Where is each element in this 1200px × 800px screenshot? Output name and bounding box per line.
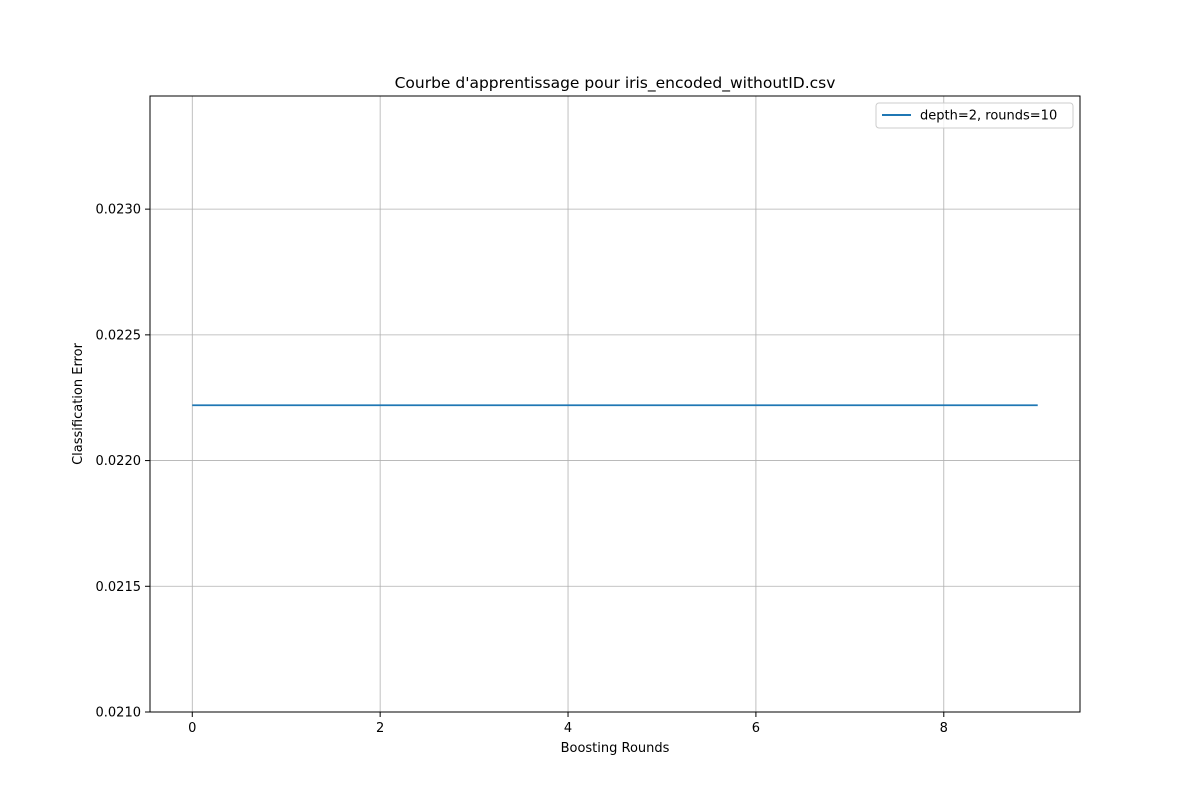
y-tick-label: 0.0215 [96,580,142,595]
y-tick-label: 0.0220 [96,454,142,469]
plot-area [150,96,1080,712]
legend-box [875,102,1074,129]
legend: depth=2, rounds=10 [875,102,1074,129]
x-tick-label: 6 [752,721,760,736]
y-axis-ticks: 0.0210 0.0215 0.0220 0.0225 0.0230 [96,203,150,721]
y-axis-label: Classification Error [71,342,86,464]
x-axis-label: Boosting Rounds [561,741,670,756]
chart-title: Courbe d'apprentissage pour iris_encoded… [395,74,836,93]
legend-label: depth=2, rounds=10 [920,109,1057,124]
y-tick-label: 0.0230 [96,203,142,218]
x-axis-ticks: 0 2 4 6 8 [188,712,948,736]
x-tick-label: 0 [188,721,196,736]
plot-frame [149,95,1081,713]
y-tick-label: 0.0225 [96,328,142,343]
x-tick-label: 8 [940,721,948,736]
x-tick-label: 2 [376,721,384,736]
x-tick-label: 4 [564,721,572,736]
y-tick-label: 0.0210 [96,706,142,721]
